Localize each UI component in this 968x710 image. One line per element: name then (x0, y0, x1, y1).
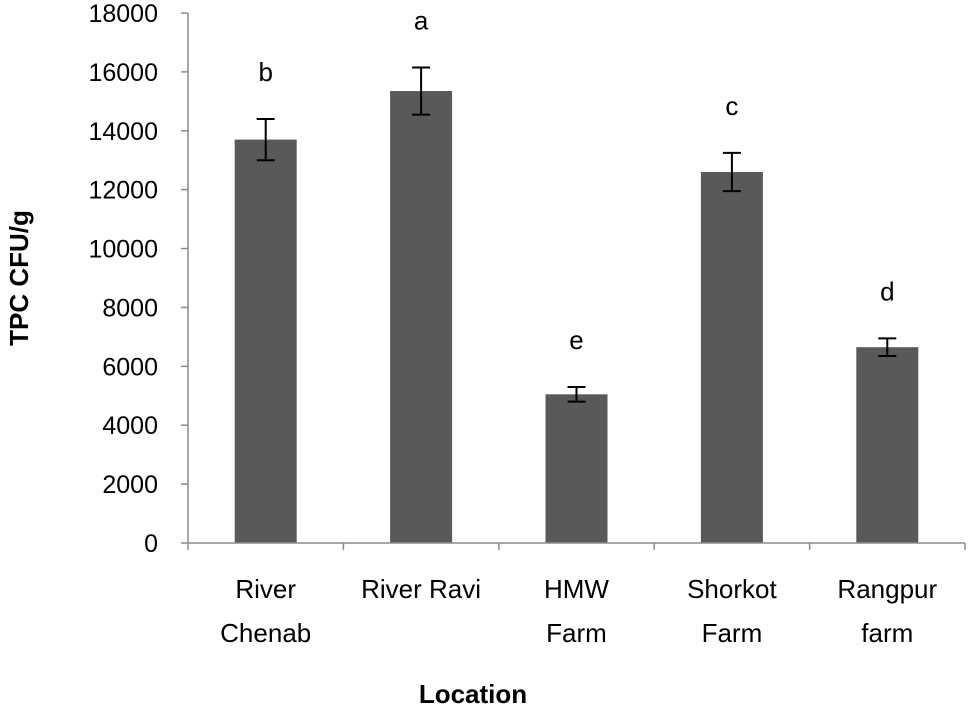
significance-labels: b a e c d (258, 5, 894, 354)
x-category-label: Farm (702, 618, 763, 648)
bar (856, 347, 919, 543)
significance-label: a (414, 5, 429, 35)
y-tick-label: 12000 (88, 177, 158, 205)
x-category-label: Rangpur (837, 574, 937, 604)
x-axis-category-labels: River Chenab River Ravi HMW Farm Shorkot Farm R… (220, 574, 937, 648)
x-category-label: Chenab (220, 618, 311, 648)
y-tick-label: 14000 (88, 118, 158, 146)
x-category-label: River Ravi (361, 574, 481, 604)
y-tick-label: 10000 (88, 236, 158, 264)
x-category-label: Farm (546, 618, 607, 648)
y-tick-label: 18000 (88, 0, 158, 28)
y-tick-label: 6000 (102, 353, 158, 381)
bar (390, 91, 453, 544)
significance-label: c (725, 91, 738, 121)
x-category-label: River (235, 574, 296, 604)
y-tick-label: 8000 (102, 294, 158, 322)
y-axis-ticks: 0 2000 4000 6000 8000 10000 12000 14000 16000 180… (88, 0, 966, 558)
y-tick-label: 16000 (88, 59, 158, 87)
y-tick-label: 4000 (102, 412, 158, 440)
bar (700, 172, 763, 543)
bar (545, 394, 608, 543)
y-tick-label: 0 (144, 530, 158, 558)
error-bars (256, 66, 897, 403)
significance-label: e (569, 325, 583, 355)
x-axis-title: Location (419, 679, 527, 709)
y-axis-title: TPC CFU/g (4, 210, 34, 346)
x-category-label: farm (861, 618, 913, 648)
x-category-label: Shorkot (687, 574, 777, 604)
significance-label: d (880, 276, 894, 306)
significance-label: b (258, 57, 272, 87)
bar (234, 139, 297, 543)
x-category-label: HMW (544, 574, 609, 604)
bars (234, 91, 919, 544)
y-tick-label: 2000 (102, 471, 158, 499)
